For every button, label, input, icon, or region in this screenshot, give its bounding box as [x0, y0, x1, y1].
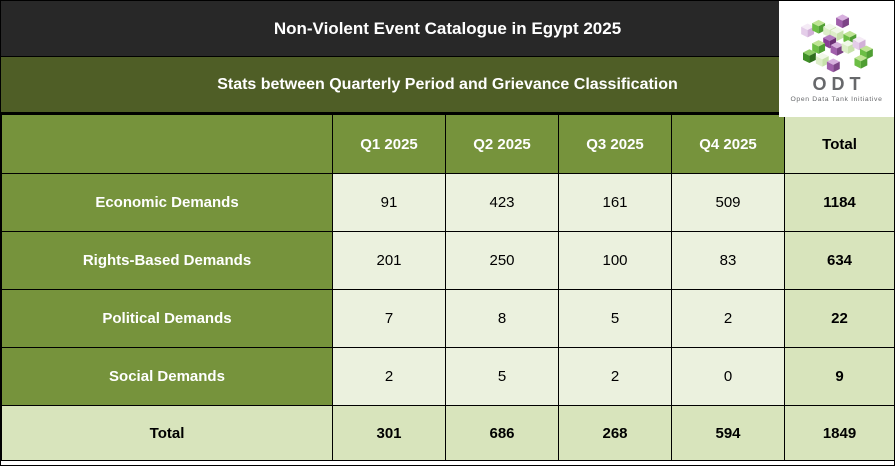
odt-logo-tagline: Open Data Tank Initiative: [790, 95, 883, 103]
value-cell: 161: [558, 173, 672, 232]
table-row-social: Social Demands 2 5 2 0 9: [1, 347, 894, 406]
row-total-cell: 634: [784, 231, 894, 290]
row-total-cell: 1184: [784, 173, 894, 232]
column-total-cell: 301: [332, 405, 446, 461]
value-cell: 100: [558, 231, 672, 290]
value-cell: 2: [671, 289, 785, 348]
odt-logo-name: ODT: [812, 74, 866, 94]
column-total-cell: 594: [671, 405, 785, 461]
value-cell: 5: [558, 289, 672, 348]
table-row-rights-based: Rights-Based Demands 201 250 100 83 634: [1, 231, 894, 290]
value-cell: 201: [332, 231, 446, 290]
col-header-q4: Q4 2025: [671, 114, 785, 174]
page-title: Non-Violent Event Catalogue in Egypt 202…: [273, 18, 622, 38]
corner-cell: [1, 114, 333, 174]
column-total-cell: 686: [445, 405, 559, 461]
row-total-cell: 22: [784, 289, 894, 348]
table-row-totals: Total 301 686 268 594 1849: [1, 405, 894, 461]
stats-table: Q1 2025 Q2 2025 Q3 2025 Q4 2025 Total Ec…: [1, 114, 894, 461]
row-label-social: Social Demands: [1, 347, 333, 406]
row-label-political: Political Demands: [1, 289, 333, 348]
col-header-q1: Q1 2025: [332, 114, 446, 174]
value-cell: 2: [332, 347, 446, 406]
column-total-cell: 268: [558, 405, 672, 461]
row-label-economic: Economic Demands: [1, 173, 333, 232]
title-bar: Non-Violent Event Catalogue in Egypt 202…: [1, 1, 894, 57]
value-cell: 423: [445, 173, 559, 232]
value-cell: 7: [332, 289, 446, 348]
value-cell: 2: [558, 347, 672, 406]
row-total-cell: 9: [784, 347, 894, 406]
value-cell: 5: [445, 347, 559, 406]
value-cell: 8: [445, 289, 559, 348]
table-row-political: Political Demands 7 8 5 2 22: [1, 289, 894, 348]
value-cell: 0: [671, 347, 785, 406]
odt-logo-cubes-icon: [800, 14, 873, 73]
page-subtitle: Stats between Quarterly Period and Griev…: [217, 75, 678, 93]
value-cell: 91: [332, 173, 446, 232]
col-header-q3: Q3 2025: [558, 114, 672, 174]
value-cell: 509: [671, 173, 785, 232]
col-header-total: Total: [784, 114, 894, 174]
odt-logo: ODT Open Data Tank Initiative: [779, 1, 894, 117]
totals-row-label: Total: [1, 405, 333, 461]
subtitle-bar: Stats between Quarterly Period and Griev…: [1, 57, 894, 114]
value-cell: 250: [445, 231, 559, 290]
row-label-rights-based: Rights-Based Demands: [1, 231, 333, 290]
grand-total-cell: 1849: [784, 405, 894, 461]
header-row: Q1 2025 Q2 2025 Q3 2025 Q4 2025 Total: [1, 114, 894, 174]
col-header-q2: Q2 2025: [445, 114, 559, 174]
value-cell: 83: [671, 231, 785, 290]
table-row-economic: Economic Demands 91 423 161 509 1184: [1, 173, 894, 232]
